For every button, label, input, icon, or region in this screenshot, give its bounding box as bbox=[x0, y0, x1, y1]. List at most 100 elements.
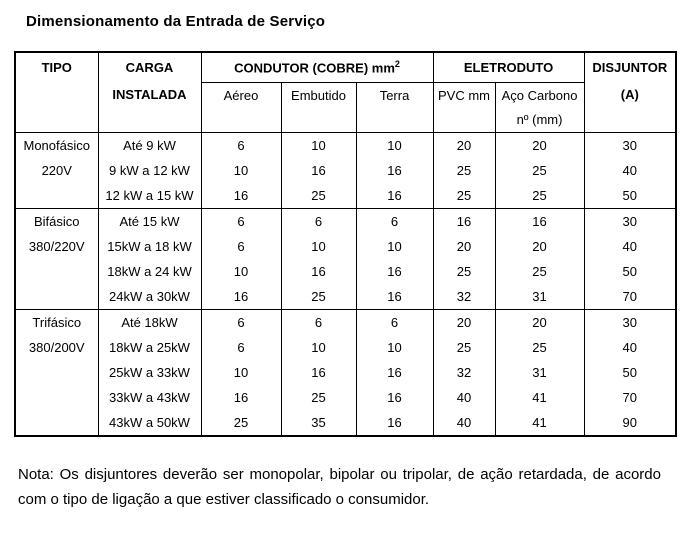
header-condutor-cobre: CONDUTOR (COBRE) mm2 bbox=[200, 51, 434, 83]
value-cell-pvc: 25 bbox=[432, 334, 496, 360]
value-cell-aco: 20 bbox=[494, 131, 585, 158]
value-cell-terra: 6 bbox=[355, 207, 434, 234]
value-cell-embutido: 10 bbox=[280, 233, 357, 259]
table-row: 12 kW a 15 kW 16 25 16 25 25 50 bbox=[15, 182, 677, 208]
value-cell-embutido: 16 bbox=[280, 157, 357, 183]
table-row: Trifásico 380/200V Até 18kW 6 6 6 20 20 … bbox=[14, 308, 677, 436]
value-cell-terra: 10 bbox=[355, 334, 434, 360]
tipo-group-cell-monofasico: Monofásico 220V bbox=[14, 131, 99, 208]
page-title: Dimensionamento da Entrada de Serviço bbox=[26, 13, 326, 30]
value-cell-pvc: 20 bbox=[432, 131, 496, 158]
value-cell-aco: 31 bbox=[494, 283, 585, 309]
value-cell-pvc: 40 bbox=[432, 409, 496, 436]
table-row: 43kW a 50kW 25 35 16 40 41 90 bbox=[15, 409, 677, 436]
carga-range-cell: 25kW a 33kW bbox=[97, 359, 202, 385]
service-entrance-sizing-table: TIPO CARGA INSTALADA CONDUTOR (COBRE) mm… bbox=[14, 51, 678, 437]
value-cell-terra: 16 bbox=[355, 409, 434, 436]
value-cell-pvc: 16 bbox=[432, 207, 496, 234]
value-cell-embutido: 10 bbox=[280, 334, 357, 360]
table-row: 24kW a 30kW 16 25 16 32 31 70 bbox=[15, 283, 677, 309]
value-cell-aereo: 6 bbox=[200, 131, 282, 158]
value-cell-embutido: 16 bbox=[280, 258, 357, 284]
value-cell-disjuntor: 40 bbox=[583, 157, 677, 183]
value-cell-aereo: 6 bbox=[200, 233, 282, 259]
value-cell-terra: 6 bbox=[355, 308, 434, 335]
value-cell-aereo: 10 bbox=[200, 157, 282, 183]
value-cell-terra: 16 bbox=[355, 182, 434, 208]
header-pvc: PVC mm bbox=[432, 81, 496, 133]
table-row: 25kW a 33kW 10 16 16 32 31 50 bbox=[15, 359, 677, 385]
value-cell-aco: 20 bbox=[494, 308, 585, 335]
value-cell-disjuntor: 30 bbox=[583, 131, 677, 158]
value-cell-terra: 10 bbox=[355, 233, 434, 259]
value-cell-aereo: 6 bbox=[200, 334, 282, 360]
value-cell-aereo: 10 bbox=[200, 359, 282, 385]
value-cell-embutido: 10 bbox=[280, 131, 357, 158]
value-cell-aco: 25 bbox=[494, 258, 585, 284]
value-cell-aco: 20 bbox=[494, 233, 585, 259]
value-cell-disjuntor: 70 bbox=[583, 283, 677, 309]
value-cell-embutido: 25 bbox=[280, 182, 357, 208]
table-row: Bifásico 380/220V Até 15 kW 6 6 6 16 16 … bbox=[14, 207, 677, 309]
value-cell-embutido: 35 bbox=[280, 409, 357, 436]
value-cell-aereo: 25 bbox=[200, 409, 282, 436]
value-cell-aereo: 6 bbox=[200, 207, 282, 234]
tipo-group-cell-trifasico: Trifásico 380/200V bbox=[14, 308, 99, 436]
value-cell-aco: 25 bbox=[494, 182, 585, 208]
value-cell-aco: 25 bbox=[494, 157, 585, 183]
header-terra: Terra bbox=[355, 81, 434, 133]
value-cell-pvc: 20 bbox=[432, 233, 496, 259]
carga-range-cell: 9 kW a 12 kW bbox=[97, 157, 202, 183]
value-cell-aereo: 16 bbox=[200, 283, 282, 309]
value-cell-aco: 41 bbox=[494, 384, 585, 410]
note-text: Nota: Os disjuntores deverão ser monopol… bbox=[18, 465, 661, 508]
value-cell-aco: 31 bbox=[494, 359, 585, 385]
value-cell-pvc: 32 bbox=[432, 359, 496, 385]
header-tipo: TIPO bbox=[14, 51, 99, 133]
value-cell-aereo: 6 bbox=[200, 308, 282, 335]
header-aco-carbono: Aço Carbono nº (mm) bbox=[494, 81, 585, 133]
value-cell-pvc: 20 bbox=[432, 308, 496, 335]
value-cell-embutido: 25 bbox=[280, 384, 357, 410]
carga-range-cell: 15kW a 18 kW bbox=[97, 233, 202, 259]
value-cell-disjuntor: 50 bbox=[583, 359, 677, 385]
value-cell-pvc: 40 bbox=[432, 384, 496, 410]
value-cell-terra: 16 bbox=[355, 258, 434, 284]
value-cell-terra: 16 bbox=[355, 283, 434, 309]
carga-range-cell: 33kW a 43kW bbox=[97, 384, 202, 410]
value-cell-disjuntor: 30 bbox=[583, 308, 677, 335]
header-disjuntor: DISJUNTOR (A) bbox=[583, 51, 677, 133]
header-row-sub: Aéreo Embutido Terra PVC mm Aço Carbono … bbox=[15, 81, 676, 133]
table-row: 18kW a 24 kW 10 16 16 25 25 50 bbox=[15, 258, 677, 284]
carga-range-cell: Até 15 kW bbox=[97, 207, 202, 234]
carga-range-cell: Até 9 kW bbox=[97, 131, 202, 158]
value-cell-embutido: 16 bbox=[280, 359, 357, 385]
value-cell-pvc: 25 bbox=[432, 157, 496, 183]
carga-range-cell: 18kW a 24 kW bbox=[97, 258, 202, 284]
value-cell-pvc: 25 bbox=[432, 182, 496, 208]
value-cell-disjuntor: 30 bbox=[583, 207, 677, 234]
value-cell-aco: 25 bbox=[494, 334, 585, 360]
table-row: 15kW a 18 kW 6 10 10 20 20 40 bbox=[15, 233, 677, 259]
value-cell-disjuntor: 40 bbox=[583, 334, 677, 360]
header-row-main: TIPO CARGA INSTALADA CONDUTOR (COBRE) mm… bbox=[14, 51, 677, 133]
value-cell-embutido: 6 bbox=[280, 308, 357, 335]
table-row: 18kW a 25kW 6 10 10 25 25 40 bbox=[15, 334, 677, 360]
value-cell-disjuntor: 90 bbox=[583, 409, 677, 436]
value-cell-disjuntor: 70 bbox=[583, 384, 677, 410]
value-cell-disjuntor: 50 bbox=[583, 258, 677, 284]
value-cell-disjuntor: 40 bbox=[583, 233, 677, 259]
value-cell-terra: 16 bbox=[355, 157, 434, 183]
carga-range-cell: 18kW a 25kW bbox=[97, 334, 202, 360]
carga-range-cell: 24kW a 30kW bbox=[97, 283, 202, 309]
value-cell-terra: 16 bbox=[355, 384, 434, 410]
tipo-group-cell-bifasico: Bifásico 380/220V bbox=[14, 207, 99, 309]
header-aereo: Aéreo bbox=[200, 81, 282, 133]
condutor-superscript: 2 bbox=[394, 59, 400, 70]
header-embutido: Embutido bbox=[280, 81, 357, 133]
carga-range-cell: 12 kW a 15 kW bbox=[97, 182, 202, 208]
table-row: 33kW a 43kW 16 25 16 40 41 70 bbox=[15, 384, 677, 410]
value-cell-aereo: 10 bbox=[200, 258, 282, 284]
value-cell-embutido: 25 bbox=[280, 283, 357, 309]
